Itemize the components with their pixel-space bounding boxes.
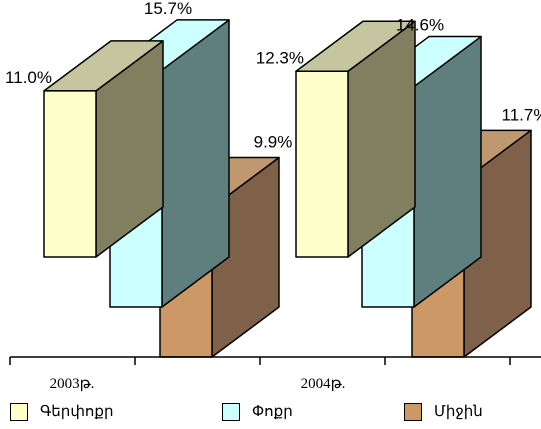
value-label-mijin: 11.7% <box>502 105 541 124</box>
legend-label-mijin: Միջին <box>434 404 483 420</box>
x-tick-label-2004: 2004թ. <box>301 376 346 392</box>
x-tick-label-2003: 2003թ. <box>50 376 95 392</box>
value-label-gerpokr: 12.3% <box>256 48 304 67</box>
bar-chart-3d: 2003թ. 2004թ. 9.9% 15.7% 11.0% 11.7% 14.6% 12… <box>5 0 541 392</box>
value-label-pokr: 15.7% <box>144 0 192 18</box>
legend-swatch-gerpokr <box>10 402 28 421</box>
legend-swatch-mijin <box>404 402 422 421</box>
legend: Գերփոքր Փոքր Միջին <box>0 398 541 426</box>
legend-item-mijin: Միջին <box>404 402 483 421</box>
value-label-mijin: 9.9% <box>254 133 293 152</box>
legend-item-gerpokr: Գերփոքր <box>10 402 113 421</box>
value-label-gerpokr: 11.0% <box>5 68 52 87</box>
bar-gerpokr-2003 <box>43 40 164 258</box>
value-labels-group: 9.9% 15.7% 11.0% 11.7% 14.6% 12.3% <box>5 0 541 152</box>
legend-label-pokr: Փոքր <box>252 404 293 420</box>
bars-group <box>43 19 532 358</box>
x-axis: 2003թ. 2004թ. <box>9 356 541 392</box>
bar-front-gerpokr <box>295 70 349 258</box>
bar-gerpokr-2004 <box>295 20 416 258</box>
legend-label-gerpokr: Գերփոքր <box>40 404 114 420</box>
legend-item-pokr: Փոքր <box>222 402 293 421</box>
bar-front-gerpokr <box>43 90 97 258</box>
value-label-pokr: 14.6% <box>396 16 444 35</box>
legend-swatch-pokr <box>222 402 240 421</box>
